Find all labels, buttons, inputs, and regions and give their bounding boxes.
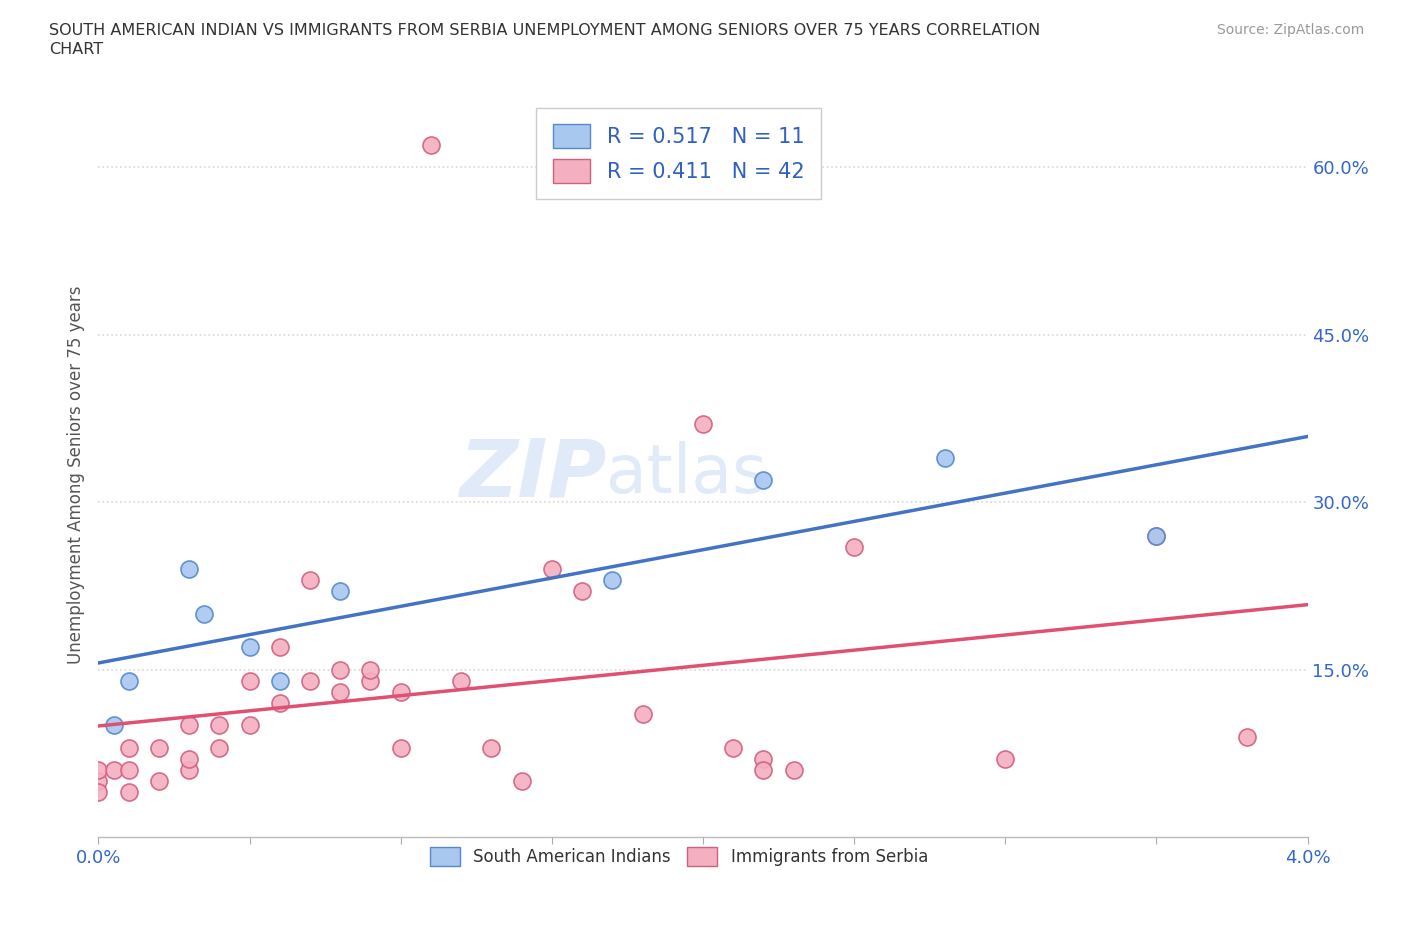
Point [148,740,170,755]
Point [179,718,201,733]
Point [1236,729,1258,744]
Point [118,740,141,755]
Point [752,751,775,766]
Text: CHART: CHART [49,42,103,57]
Point [239,718,262,733]
Point [360,662,382,677]
Point [269,673,291,688]
Legend: South American Indians, Immigrants from Serbia: South American Indians, Immigrants from … [416,833,941,880]
Point [87,785,110,800]
Point [329,684,352,699]
Point [723,740,745,755]
Point [239,640,262,655]
Point [148,774,170,789]
Point [631,707,654,722]
Point [844,539,866,554]
Point [179,763,201,777]
Point [540,562,562,577]
Point [87,774,110,789]
Point [179,751,201,766]
Point [118,785,141,800]
Point [752,472,775,487]
Point [783,763,806,777]
Text: Source: ZipAtlas.com: Source: ZipAtlas.com [1216,23,1364,37]
Point [118,673,141,688]
Point [329,662,352,677]
Point [269,696,291,711]
Point [1146,528,1168,543]
Text: atlas: atlas [606,442,768,507]
Point [450,673,472,688]
Point [571,584,593,599]
Point [299,573,322,588]
Point [103,763,125,777]
Point [389,684,412,699]
Point [934,450,956,465]
Y-axis label: Unemployment Among Seniors over 75 years: Unemployment Among Seniors over 75 years [66,286,84,663]
Point [118,763,141,777]
Point [481,740,503,755]
Point [752,763,775,777]
Point [269,640,291,655]
Point [1146,528,1168,543]
Point [239,673,262,688]
Point [179,562,201,577]
Point [420,138,443,153]
Point [193,606,215,621]
Point [103,718,125,733]
Point [87,763,110,777]
Point [389,740,412,755]
Text: SOUTH AMERICAN INDIAN VS IMMIGRANTS FROM SERBIA UNEMPLOYMENT AMONG SENIORS OVER : SOUTH AMERICAN INDIAN VS IMMIGRANTS FROM… [49,23,1040,38]
Point [994,751,1017,766]
Point [692,417,714,432]
Point [602,573,624,588]
Point [208,718,231,733]
Point [360,673,382,688]
Text: ZIP: ZIP [458,435,606,513]
Point [510,774,533,789]
Point [299,673,322,688]
Point [329,584,352,599]
Point [208,740,231,755]
